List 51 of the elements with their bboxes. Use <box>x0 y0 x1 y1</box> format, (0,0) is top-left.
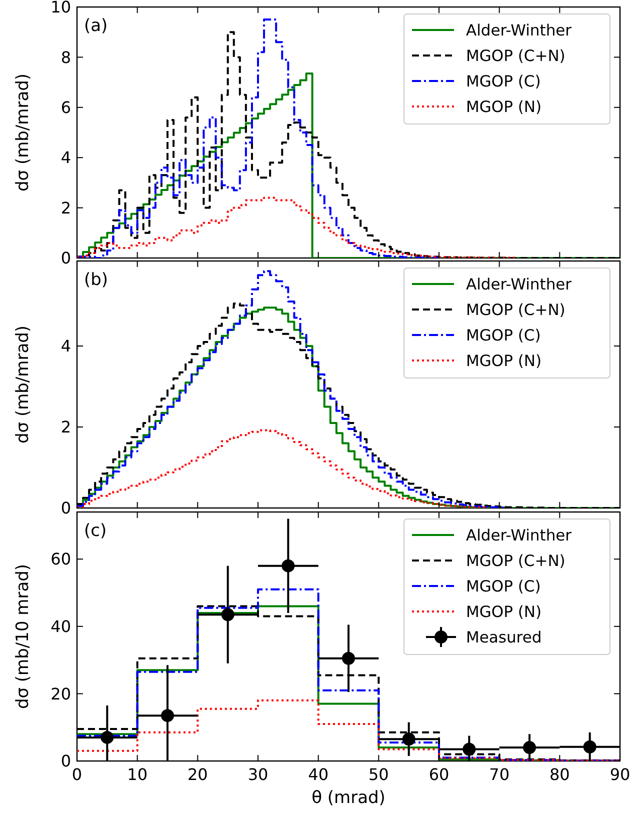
y-tick-label: 0 <box>60 498 71 518</box>
x-tick-label: 50 <box>368 765 389 784</box>
x-tick-label: 80 <box>549 765 570 784</box>
legend-label: Measured <box>466 628 542 646</box>
annotation: (c) <box>84 521 107 541</box>
y-tick-label: 0 <box>60 248 71 268</box>
y-tick-label: 2 <box>60 198 71 218</box>
point <box>282 559 295 572</box>
legend-label: MGOP (N) <box>466 602 542 621</box>
point <box>523 741 536 754</box>
y-tick-label: 10 <box>50 0 71 17</box>
x-tick-label: 30 <box>248 765 268 784</box>
y-tick-label: 4 <box>60 148 71 168</box>
point <box>161 709 174 722</box>
legend-label: MGOP (N) <box>466 352 542 370</box>
legend-label: MGOP (N) <box>466 98 542 116</box>
point <box>100 730 114 744</box>
x-tick-label: 90 <box>610 765 630 784</box>
annotation: (b) <box>84 270 108 290</box>
x-tick-label: 60 <box>428 765 450 784</box>
point <box>221 608 234 622</box>
point <box>583 740 596 754</box>
legend-label: MGOP (C) <box>466 72 541 90</box>
point <box>342 652 355 665</box>
y-axis-title: dσ (mb/10 mrad) <box>13 564 33 710</box>
y-tick-label: 40 <box>50 617 71 636</box>
x-tick-label: 70 <box>489 765 510 784</box>
annotation: (a) <box>84 16 108 36</box>
legend-label: MGOP (C+N) <box>466 552 566 570</box>
y-tick-label: 8 <box>60 48 71 67</box>
x-axis-title: θ (mrad) <box>312 788 386 808</box>
y-tick-label: 0 <box>60 752 71 771</box>
point <box>462 742 476 756</box>
x-tick-label: 40 <box>308 765 329 784</box>
legend-label: MGOP (C) <box>466 577 541 596</box>
y-tick-label: 4 <box>60 336 71 356</box>
legend-label: Alder-Winther <box>466 21 572 40</box>
y-tick-label: 20 <box>50 684 71 704</box>
y-tick-label: 6 <box>60 98 71 117</box>
legend-label: MGOP (C+N) <box>466 300 566 319</box>
legend-label: Alder-Winther <box>466 275 572 294</box>
y-tick-label: 2 <box>60 418 71 437</box>
point <box>402 732 416 746</box>
legend-label: MGOP (C+N) <box>466 46 566 65</box>
legend-label: MGOP (C) <box>466 326 541 344</box>
y-axis-title: dσ (mb/mrad) <box>13 325 33 444</box>
x-tick-label: 20 <box>187 765 208 784</box>
y-axis-title: dσ (mb/mrad) <box>13 73 33 192</box>
legend-label: Alder-Winther <box>466 526 572 544</box>
y-tick-label: 60 <box>50 550 71 569</box>
x-tick-label: 10 <box>127 765 148 784</box>
